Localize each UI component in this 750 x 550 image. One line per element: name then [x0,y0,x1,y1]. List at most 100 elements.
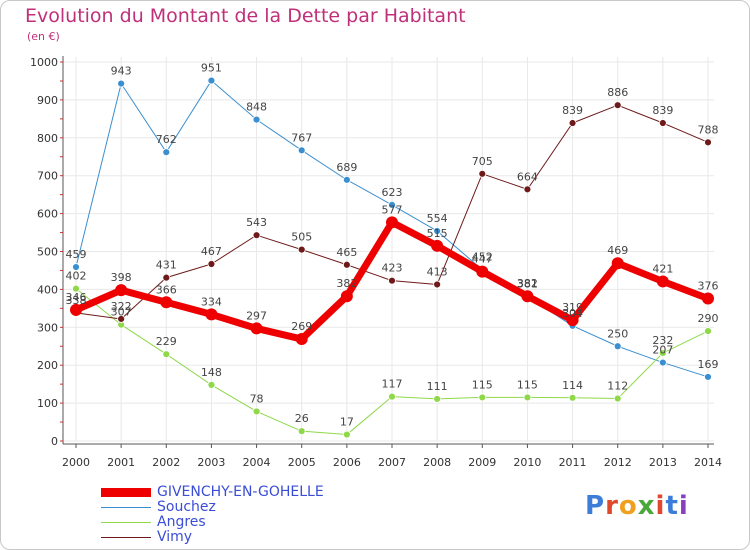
data-point-angres [478,393,487,402]
data-label-givenchy: 366 [156,283,177,296]
x-tick-label: 2008 [423,456,451,469]
data-label-souchez: 623 [382,186,403,199]
data-label-souchez: 452 [472,251,493,264]
x-tick-label: 2007 [378,456,406,469]
data-label-givenchy: 382 [336,277,357,290]
chart-title: Evolution du Montant de la Dette par Hab… [25,5,466,27]
data-label-vimy: 839 [652,104,673,117]
data-point-givenchy [250,322,263,335]
y-tick-label: 1000 [30,56,58,69]
data-label-souchez: 250 [607,327,628,340]
data-point-souchez [613,342,622,351]
x-tick-label: 2009 [468,456,496,469]
x-tick-label: 2011 [559,456,587,469]
data-label-souchez: 848 [246,101,267,114]
data-label-souchez: 304 [562,307,583,320]
data-label-angres: 232 [652,334,673,347]
data-point-souchez [433,227,442,235]
x-tick-label: 2006 [333,456,361,469]
data-label-angres: 112 [607,380,628,393]
data-point-angres [568,393,577,402]
y-tick-label: 800 [37,132,58,145]
data-point-vimy [117,315,126,323]
data-label-givenchy: 297 [246,309,267,322]
data-label-givenchy: 269 [291,320,312,333]
y-tick-label: 900 [37,94,58,107]
data-label-vimy: 886 [607,86,628,99]
data-point-angres [704,327,712,335]
data-label-souchez: 459 [66,248,87,261]
y-tick-label: 400 [37,283,58,296]
data-label-souchez: 951 [201,62,222,75]
data-label-angres: 111 [427,380,448,393]
data-label-angres: 17 [340,416,354,429]
data-label-vimy: 423 [382,262,403,275]
logo-letter: i [655,491,666,521]
data-point-givenchy [476,265,489,278]
data-point-angres [613,394,622,403]
y-tick-label: 0 [51,435,58,448]
data-point-vimy [388,276,396,285]
data-point-vimy [162,273,171,282]
data-point-givenchy [386,216,398,229]
data-point-givenchy [656,275,669,288]
legend-label-vimy: Vimy [157,529,193,545]
data-point-angres [658,349,667,357]
line-chart: 0 100 200 300 400 500 600 700 800 900 1000 2000 2001… [30,56,722,469]
data-label-givenchy: 382 [517,277,538,290]
legend-swatch-angres [101,522,151,523]
data-point-souchez [342,175,351,184]
data-point-souchez [117,79,126,88]
x-tick-label: 2010 [513,456,541,469]
y-tick-label: 700 [37,170,58,183]
logo-letter: x [637,491,656,521]
data-label-givenchy: 577 [382,203,403,216]
data-label-angres: 115 [517,378,538,391]
data-point-vimy [342,260,351,269]
data-label-angres: 117 [382,378,403,391]
data-label-givenchy: 319 [562,301,583,314]
data-label-angres: 402 [66,270,87,283]
data-point-angres [252,407,261,416]
data-label-angres: 307 [111,306,132,319]
data-point-vimy [523,185,532,194]
data-label-givenchy: 421 [652,262,673,275]
data-point-givenchy [521,290,534,303]
x-tick-label: 2001 [107,456,135,469]
y-tick-label: 200 [37,359,58,372]
legend-label-angres: Angres [157,514,206,530]
data-point-givenchy [566,314,579,327]
data-label-souchez: 767 [291,131,312,144]
data-point-vimy [252,231,261,240]
data-point-angres [72,284,80,293]
data-label-givenchy: 447 [472,253,493,266]
data-point-vimy [613,101,622,110]
x-tick-label: 2005 [288,456,316,469]
y-tick-label: 300 [37,321,58,334]
data-point-angres [433,395,442,403]
data-point-givenchy [611,257,624,270]
data-label-givenchy: 469 [607,244,628,257]
data-point-vimy [568,119,577,127]
data-label-angres: 78 [250,392,264,405]
data-point-souchez [388,200,396,209]
data-label-givenchy: 515 [427,227,448,240]
data-point-givenchy [431,239,444,252]
data-label-souchez: 207 [652,344,673,357]
y-tick-label: 600 [37,208,58,221]
x-tick-label: 2000 [62,456,90,469]
data-point-givenchy [205,308,218,321]
data-point-givenchy [115,284,128,297]
data-point-givenchy [702,292,714,305]
data-point-angres [523,393,532,402]
logo-letter: t [665,491,679,521]
data-point-souchez [658,358,667,367]
data-label-vimy: 505 [291,231,312,244]
chart-subtitle: (en €) [27,30,60,43]
data-label-vimy: 664 [517,170,538,183]
data-label-souchez: 554 [427,212,448,225]
data-point-angres [388,392,396,401]
data-label-souchez: 943 [111,65,132,78]
legend-swatch-givenchy [101,488,151,497]
